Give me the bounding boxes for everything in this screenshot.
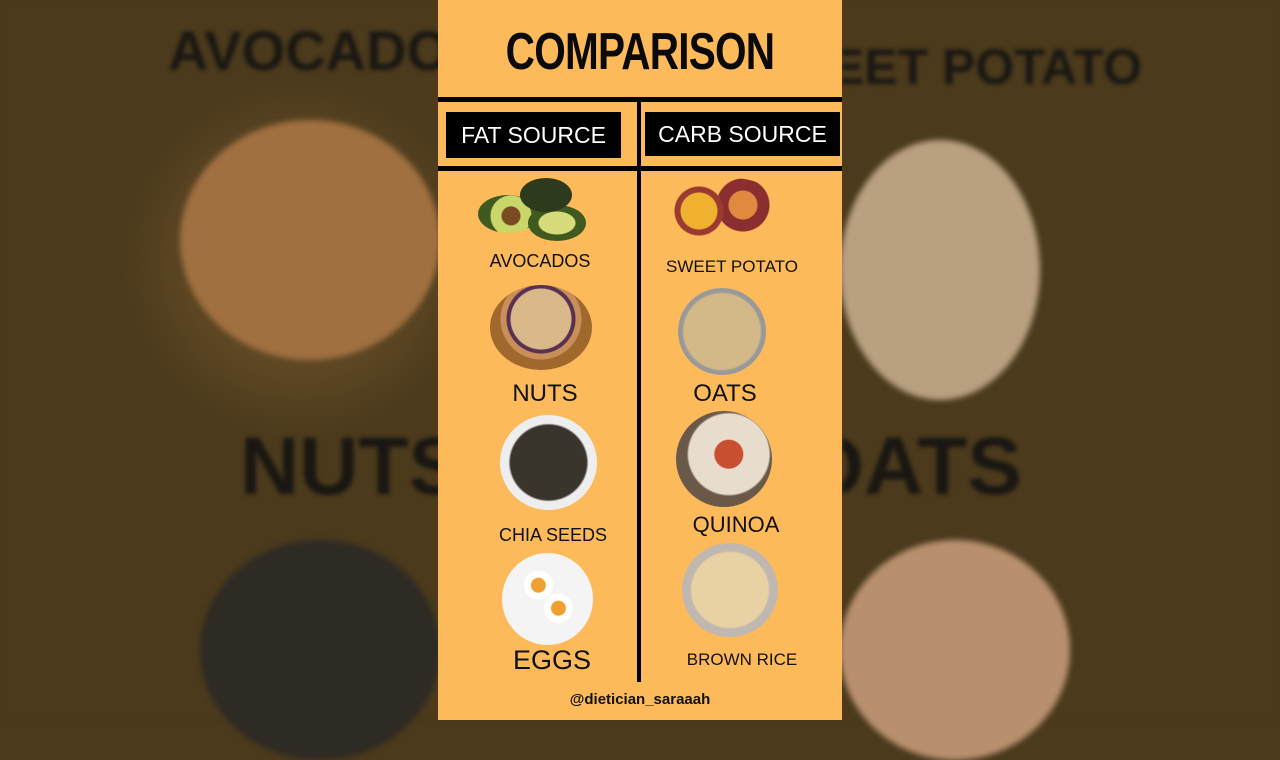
item-oats: OATS: [693, 380, 757, 407]
bg-label-sweet-potato: SWEET POTATO: [842, 39, 1142, 95]
item-sweet-potato: SWEET POTATO: [666, 257, 798, 276]
nuts-bowl-blurred-image: [180, 120, 440, 360]
item-avocados: AVOCADOS: [489, 251, 591, 271]
column-divider: [637, 100, 641, 682]
chia-blurred-image: [200, 540, 440, 760]
carb-source-header: CARB SOURCE: [645, 112, 840, 156]
item-quinoa: QUINOA: [692, 512, 780, 537]
bg-label-nuts: NUTS: [240, 421, 464, 512]
creator-handle: @dietician_saraaah: [569, 691, 711, 708]
avocado-image: [520, 178, 572, 212]
divider: [438, 97, 842, 102]
nuts-image: [490, 285, 592, 370]
oats-bowl-blurred-image: [840, 140, 1040, 400]
eggs-image: [502, 553, 593, 645]
bg-label-avocados: AVOCADOS: [168, 19, 488, 82]
chia-seeds-image: [500, 415, 597, 510]
page-title: COMPARISON: [505, 23, 775, 81]
comparison-card: COMPARISON FAT SOURCE CARB SOURCE AVOCAD…: [438, 0, 842, 720]
bg-label-oats: OATS: [842, 421, 1022, 512]
brown-rice-image: [682, 543, 778, 637]
item-nuts: NUTS: [512, 380, 578, 407]
oats-image: [678, 288, 766, 375]
quinoa-image: [676, 411, 772, 507]
item-eggs: EGGS: [512, 645, 592, 675]
quinoa-blurred-image: [840, 540, 1070, 760]
fat-source-header: FAT SOURCE: [446, 112, 621, 158]
item-brown-rice: BROWN RICE: [686, 650, 798, 669]
item-chia-seeds: CHIA SEEDS: [498, 525, 608, 545]
sweet-potato-image: [666, 178, 776, 238]
